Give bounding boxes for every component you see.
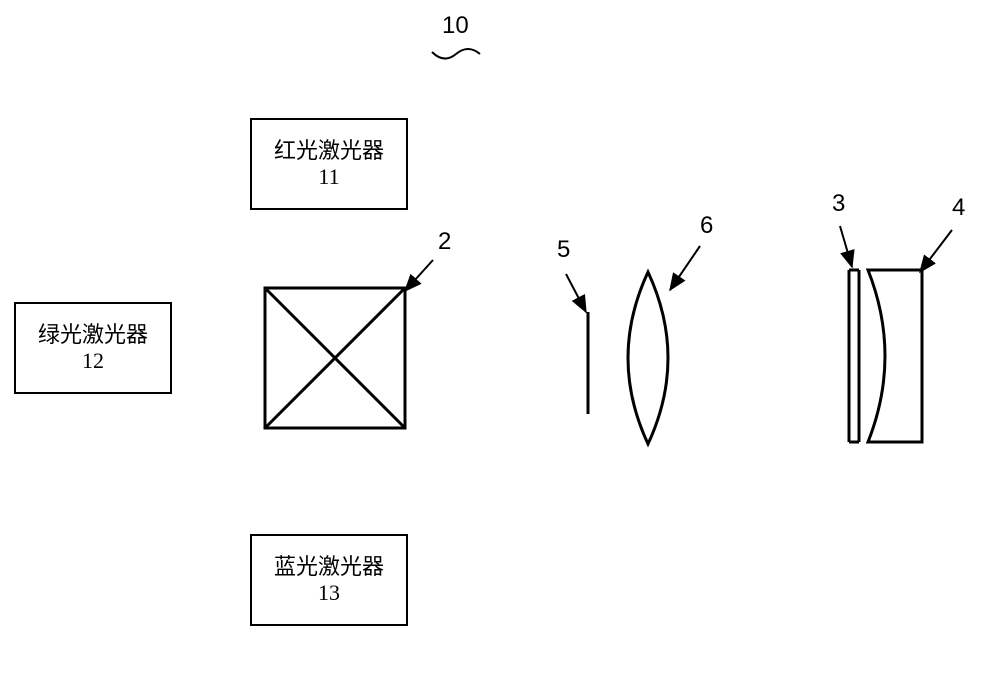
ref-5: 5	[557, 236, 570, 264]
leader-6	[670, 246, 700, 290]
green-laser-label-num: 12	[82, 348, 104, 374]
green-laser-label-cn: 绿光激光器	[38, 322, 148, 348]
leader-3	[840, 226, 852, 267]
ref-6: 6	[700, 212, 713, 240]
ref-2: 2	[438, 228, 451, 256]
red-laser-box: 红光激光器 11	[250, 118, 408, 210]
biconvex-lens	[628, 272, 668, 444]
figure-underline	[432, 49, 480, 59]
ref-4: 4	[952, 194, 965, 222]
flat-plate	[849, 270, 859, 442]
leader-4	[920, 230, 952, 272]
x-cube-prism	[265, 288, 405, 428]
green-laser-box: 绿光激光器 12	[14, 302, 172, 394]
plano-convex-lens	[868, 270, 922, 442]
leader-2	[405, 260, 433, 291]
leader-5	[566, 274, 586, 312]
red-laser-label-num: 11	[318, 164, 339, 190]
blue-laser-label-cn: 蓝光激光器	[274, 554, 384, 580]
red-laser-label-cn: 红光激光器	[274, 138, 384, 164]
ref-3: 3	[832, 190, 845, 218]
blue-laser-box: 蓝光激光器 13	[250, 534, 408, 626]
blue-laser-label-num: 13	[318, 580, 340, 606]
figure-number: 10	[442, 12, 469, 40]
diagram-canvas: 10 红光激光器 11 绿光激光器 12 蓝光激光器 13 2 5 6 3 4	[0, 0, 1000, 698]
